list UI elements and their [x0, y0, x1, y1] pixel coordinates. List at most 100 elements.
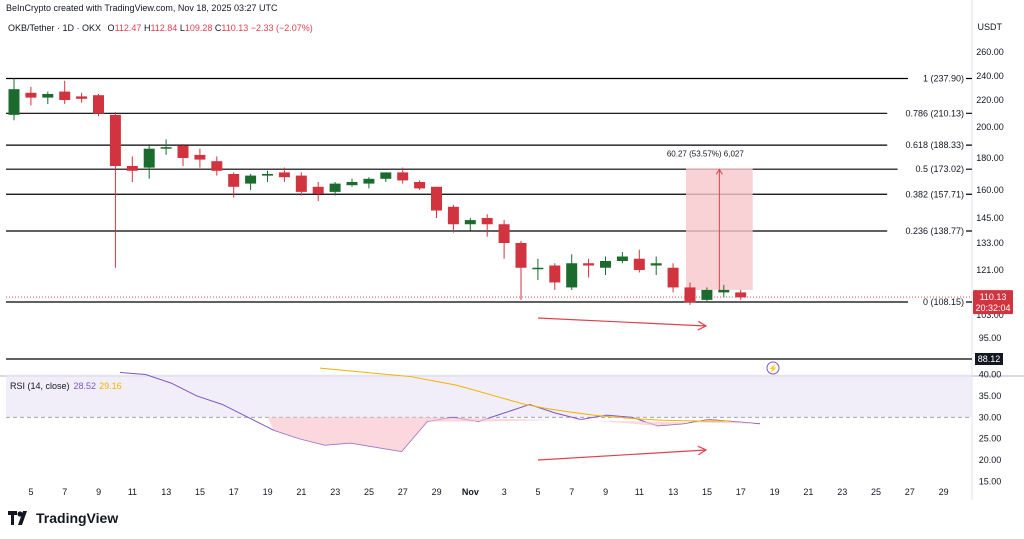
- candle-body: [25, 92, 37, 98]
- date-axis-label: 19: [263, 487, 273, 497]
- candle-body: [532, 267, 544, 270]
- date-axis-label: 13: [161, 487, 171, 497]
- rsi-title: RSI (14, close): [10, 381, 70, 391]
- price-axis-label: 133.00: [976, 238, 1004, 248]
- rsi-axis-label: 35.00: [979, 391, 1002, 401]
- date-axis-label: 23: [837, 487, 847, 497]
- rsi-value: 28.52: [73, 381, 97, 391]
- symbol-info: OKB/Tether · 1D · OKX O112.47 H112.84 L1…: [8, 23, 313, 33]
- rsi-axis-label: 15.00: [979, 476, 1002, 486]
- price-axis-label: 200.00: [976, 122, 1004, 132]
- measure-arrow-head: [715, 168, 723, 175]
- candle-body: [346, 182, 358, 186]
- candle-body: [566, 263, 578, 288]
- fib-label: 1 (237.90): [923, 74, 964, 84]
- open-value: 112.47: [114, 23, 142, 33]
- candle-body: [549, 265, 561, 283]
- candle-body: [211, 161, 223, 171]
- fib-label-bg: [887, 223, 966, 237]
- candle-body: [600, 261, 611, 268]
- low-label: L: [179, 23, 185, 33]
- low-marker-bg: [975, 353, 1003, 365]
- date-axis-label: 17: [229, 487, 239, 497]
- change-value: −2.33 (−2.07%): [250, 23, 313, 33]
- candle-body: [59, 91, 71, 100]
- candle-body: [42, 94, 54, 98]
- candle-body: [464, 220, 476, 225]
- candle-body: [481, 218, 493, 225]
- rsi-axis-label: 25.00: [979, 434, 1002, 444]
- candle-body: [109, 114, 121, 166]
- candle-body: [380, 172, 392, 179]
- price-divergence-arrow-head: [697, 320, 708, 331]
- rsi-ma-value: 29.16: [99, 381, 122, 391]
- candle-body: [735, 292, 747, 298]
- countdown-label: 20:32:04: [975, 303, 1010, 313]
- close-label: C: [214, 23, 222, 33]
- brand-name: TradingView: [36, 510, 119, 526]
- date-axis-label: 11: [128, 487, 137, 497]
- candle-body: [228, 174, 240, 187]
- candle-body: [431, 186, 442, 211]
- fib-label-bg: [887, 106, 966, 120]
- fib-label: 0.236 (138.77): [905, 226, 964, 236]
- date-axis-label: 19: [770, 487, 780, 497]
- date-axis-label: 29: [939, 487, 949, 497]
- rsi-legend[interactable]: RSI (14, close) 28.52 29.16: [10, 381, 122, 391]
- symbol-name[interactable]: OKB/Tether · 1D · OKX: [8, 23, 102, 33]
- date-axis-label: 23: [330, 487, 340, 497]
- currency-label: USDT: [977, 22, 1003, 32]
- rsi-divergence-arrow-head: [697, 445, 708, 456]
- price-axis-label: 121.00: [976, 265, 1004, 275]
- date-axis-label: 3: [502, 487, 507, 497]
- date-axis-label: 9: [96, 487, 101, 497]
- candle-body: [616, 256, 628, 261]
- price-axis-label: 103.00: [976, 310, 1004, 320]
- fib-label-bg: [887, 138, 966, 152]
- candle-body: [363, 178, 375, 184]
- rsi-oversold-fill: [267, 417, 760, 452]
- candle-body: [447, 206, 459, 225]
- fib-label-bg: [908, 295, 966, 308]
- fib-label: 0.5 (173.02): [915, 164, 964, 174]
- candle-body: [126, 166, 138, 171]
- candle-body: [295, 175, 307, 192]
- tradingview-logo[interactable]: TradingView: [8, 510, 118, 526]
- date-axis-label: 7: [569, 487, 574, 497]
- date-axis-label: 7: [62, 487, 67, 497]
- rsi-divergence-arrow: [537, 449, 707, 461]
- date-axis-label: 5: [535, 487, 540, 497]
- rsi-axis-label: 40.00: [979, 370, 1002, 380]
- candle-body: [143, 148, 155, 168]
- candle-body: [667, 267, 679, 288]
- date-axis-label: 27: [905, 487, 915, 497]
- date-axis-label: 25: [364, 487, 374, 497]
- high-label: H: [143, 23, 151, 33]
- high-value: 112.84: [150, 23, 178, 33]
- fib-label: 0.786 (210.13): [905, 108, 964, 118]
- candle-body: [278, 172, 290, 178]
- rsi-ma-line: [319, 367, 731, 422]
- price-divergence-arrow: [537, 317, 707, 327]
- measure-label: 60.27 (53.57%) 6,027: [667, 149, 744, 158]
- candle-body: [701, 289, 713, 300]
- rsi-band: [6, 374, 972, 418]
- candle-body: [194, 154, 206, 160]
- fib-label-bg: [908, 71, 966, 85]
- candle-body: [93, 95, 104, 114]
- candle-body: [160, 147, 172, 149]
- date-axis-label: 17: [736, 487, 746, 497]
- candle-body: [633, 258, 645, 270]
- price-axis-label: 260.00: [976, 47, 1004, 57]
- candle-body: [414, 182, 426, 189]
- fib-label-bg: [887, 187, 966, 201]
- lightning-icon: [766, 361, 780, 375]
- date-axis-label: 15: [195, 487, 205, 497]
- price-axis-label: 240.00: [976, 71, 1004, 81]
- fib-label: 0 (108.15): [923, 297, 964, 307]
- candle-body: [718, 289, 730, 293]
- candle-body: [397, 172, 409, 181]
- date-axis-label: Nov: [462, 487, 479, 497]
- close-value: 110.13: [221, 23, 249, 33]
